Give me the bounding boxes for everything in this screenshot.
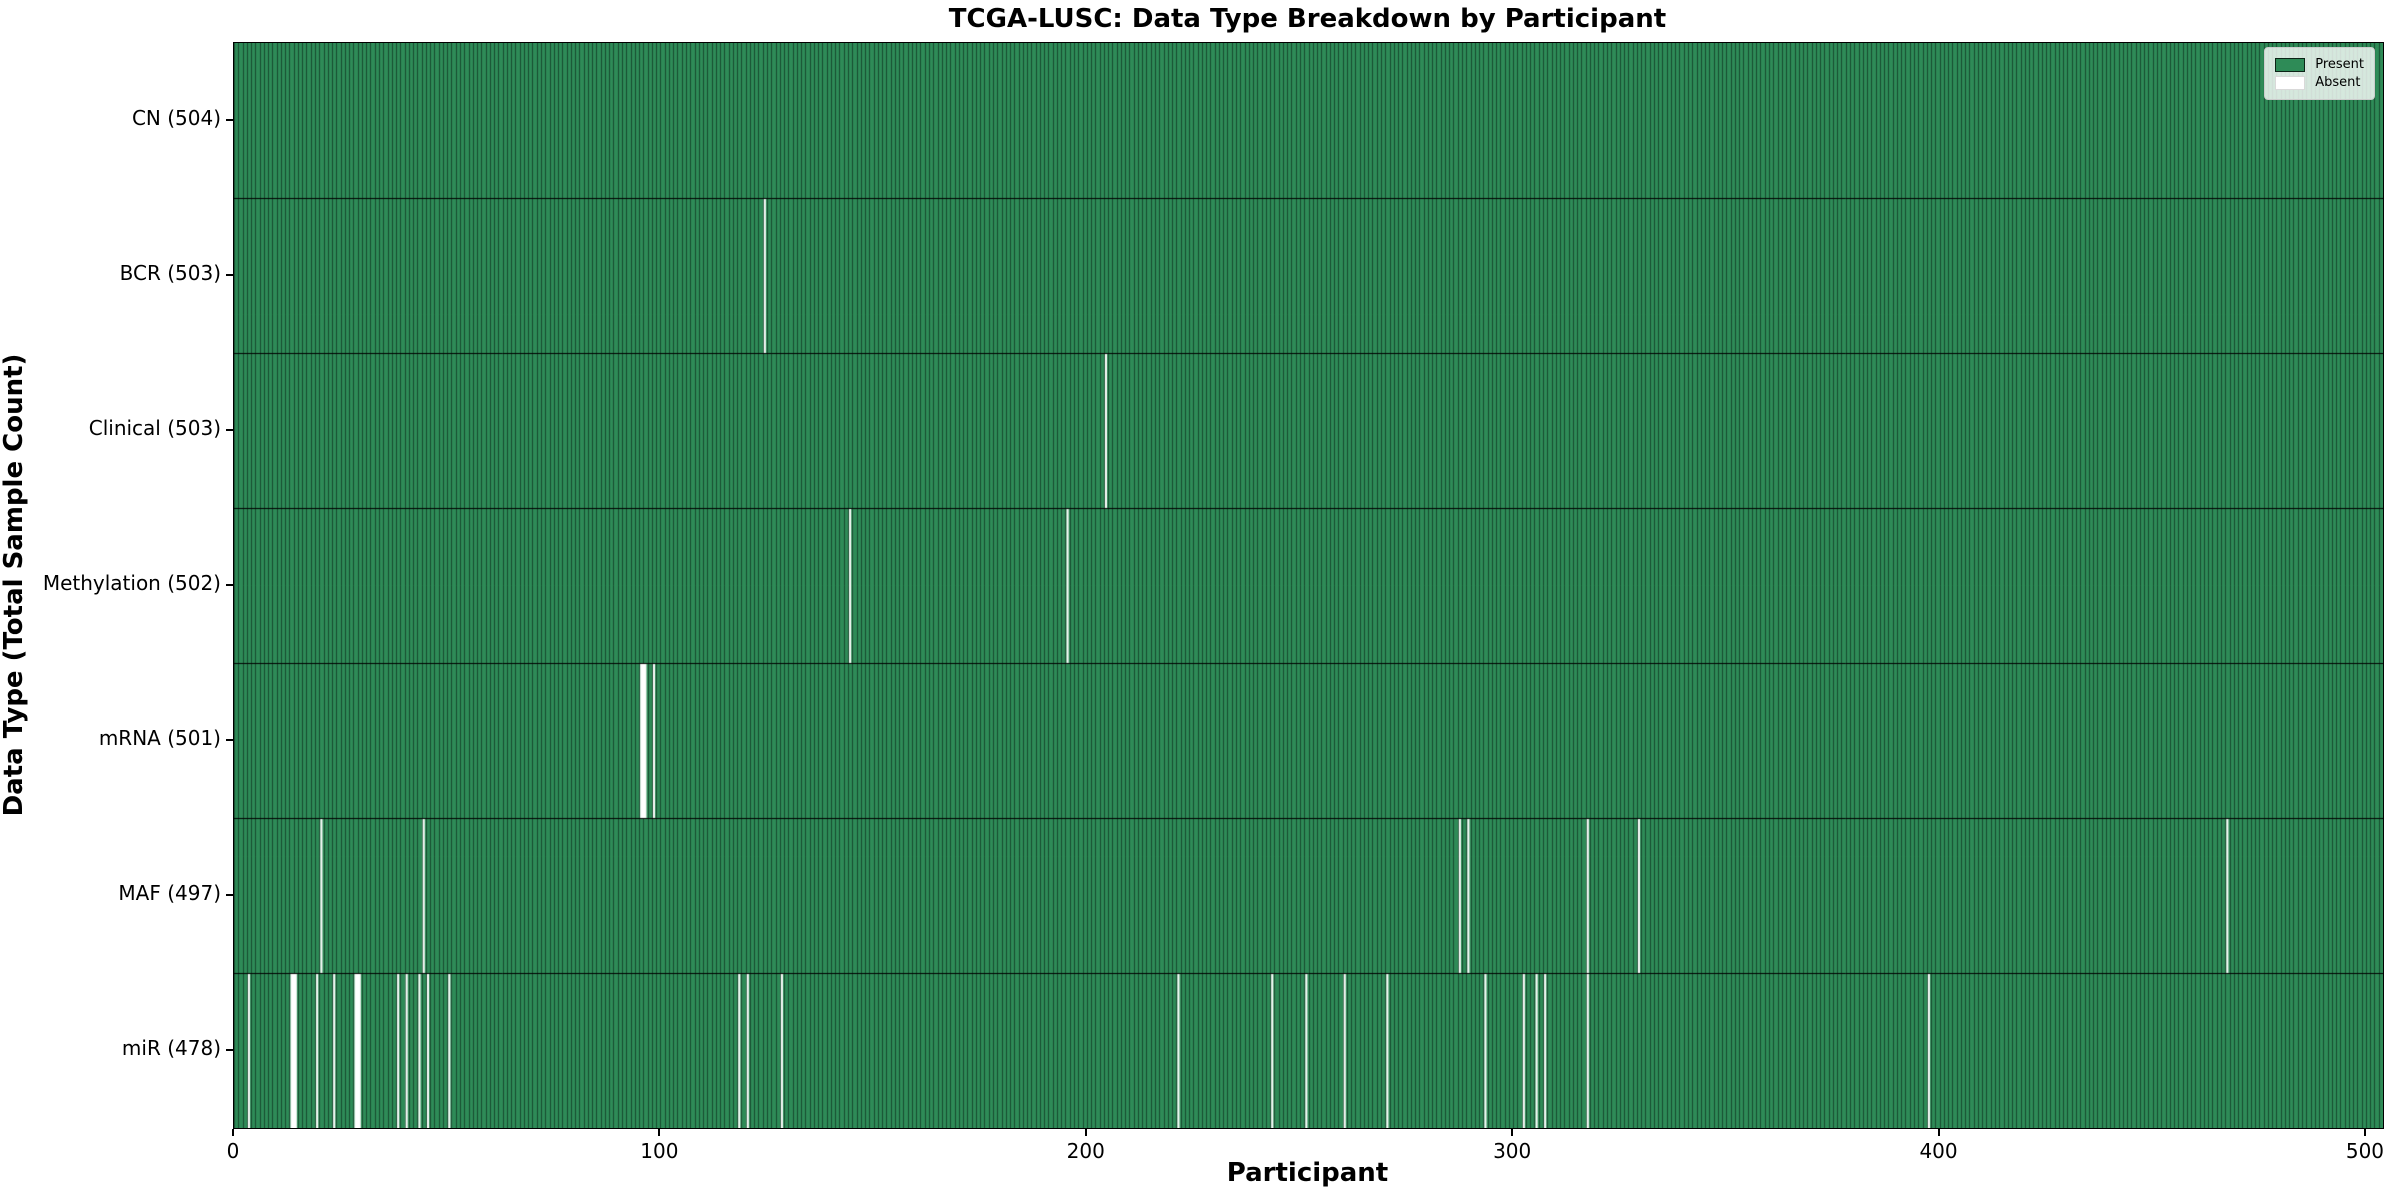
legend-label-present: Present (2315, 57, 2364, 72)
x-tick-mark (1937, 1128, 1940, 1136)
x-tick-mark (232, 1128, 234, 1136)
x-tick-label: 400 (1919, 1138, 1958, 1163)
x-tick-label: 0 (226, 1138, 240, 1163)
y-tick-label: mRNA (501) (98, 725, 221, 750)
y-tick-mark (226, 738, 233, 741)
y-tick-label: BCR (503) (119, 260, 221, 285)
x-tick-mark (1084, 1128, 1087, 1136)
absent-swatch-icon (2275, 75, 2306, 90)
legend-entry-absent: Absent (2275, 75, 2364, 90)
y-tick-label: miR (478) (121, 1035, 221, 1060)
plot-area: Present Absent (233, 42, 2384, 1129)
y-tick-label: MAF (497) (118, 880, 221, 905)
y-tick-label: CN (504) (131, 105, 221, 130)
y-tick-label: Clinical (503) (88, 415, 221, 440)
x-axis-label: Participant (1226, 1158, 1389, 1188)
chart-title: TCGA-LUSC: Data Type Breakdown by Partic… (948, 4, 1667, 34)
y-tick-label: Methylation (502) (42, 570, 221, 595)
x-tick-mark (1511, 1128, 1514, 1136)
y-tick-mark (226, 273, 233, 276)
y-tick-mark (226, 893, 233, 896)
x-tick-mark (658, 1128, 661, 1136)
y-tick-mark (226, 583, 233, 586)
legend-entry-present: Present (2275, 57, 2364, 72)
x-tick-label: 100 (640, 1138, 679, 1163)
present-swatch-icon (2275, 57, 2306, 72)
y-axis-label: Data Type (Total Sample Count) (0, 353, 29, 817)
y-tick-mark (226, 1048, 233, 1051)
x-tick-label: 500 (2345, 1138, 2385, 1163)
legend-label-absent: Absent (2315, 75, 2361, 90)
x-tick-label: 200 (1066, 1138, 1105, 1163)
legend: Present Absent (2264, 47, 2375, 100)
y-tick-mark (226, 428, 233, 431)
y-tick-mark (226, 118, 233, 121)
x-tick-label: 300 (1493, 1138, 1532, 1163)
x-tick-mark (2363, 1128, 2366, 1136)
bars-canvas (234, 43, 2383, 1128)
